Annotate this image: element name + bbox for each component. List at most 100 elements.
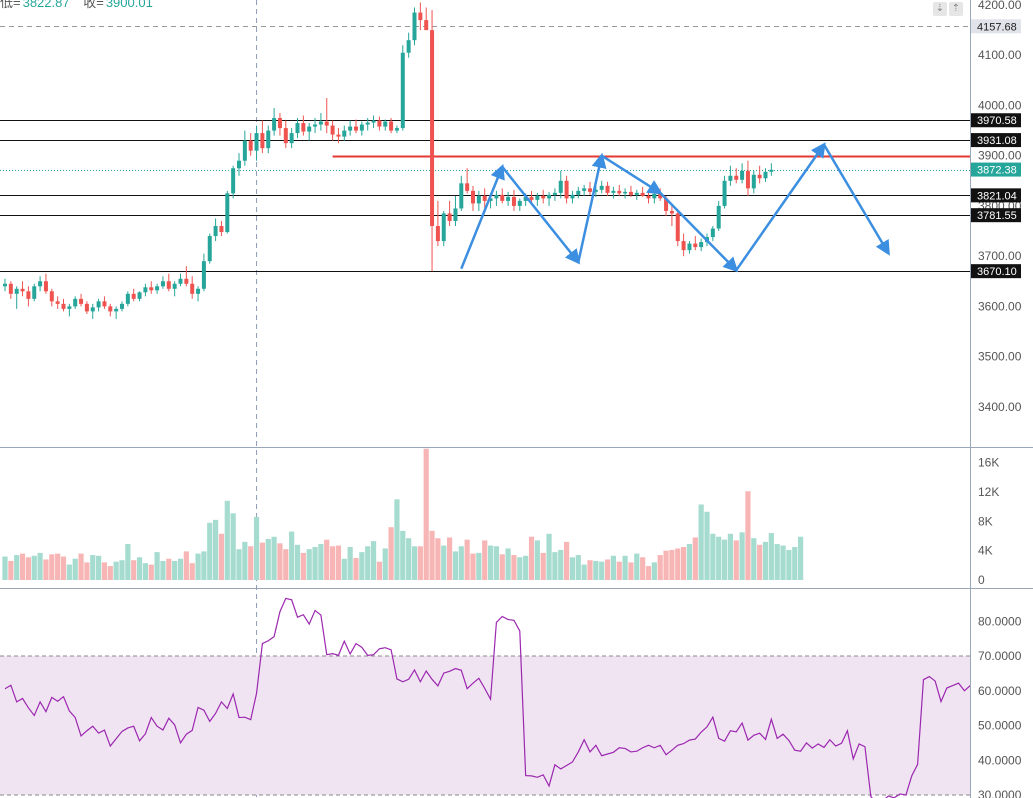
price-line-label-bg [971,113,1021,128]
candle-body [313,124,318,127]
candle [582,184,587,196]
candle-body [149,287,154,291]
trend-arrow[interactable] [735,142,826,271]
candle-body [476,195,481,204]
candle-body [32,286,37,299]
candle-body [576,190,581,195]
candle [283,120,288,149]
volume-bar [8,560,14,580]
candle-body [435,226,440,242]
candle [313,118,318,134]
candle [260,120,265,154]
candle-body [740,170,745,180]
volume-bar [575,555,581,580]
candle [301,115,306,136]
rsi-band [0,656,970,795]
candle-body [494,194,499,199]
close-icon[interactable]: ⇡ [949,2,963,16]
candle-body [219,226,224,233]
candle-body [722,180,727,206]
candle-body [190,283,195,294]
volume-tick-label: 8K [978,514,993,528]
volume-bar [669,549,675,580]
candle-body [599,185,604,190]
volume-tick-label: 16K [978,456,999,470]
candle [494,190,499,206]
candle-body [324,121,329,126]
volume-bar [142,563,148,580]
candle [453,195,458,227]
trend-arrow[interactable] [822,144,890,256]
candle [207,233,212,264]
candle [73,296,78,309]
trend-arrow[interactable] [601,154,663,195]
volume-bar [160,560,166,580]
price-tick-label: 3400.00 [978,400,1022,414]
candle-body [225,193,230,233]
candle-body [459,183,464,209]
price-tick-label: 4000.00 [978,98,1022,112]
price-line-label: 3670.10 [977,266,1017,278]
candle [120,301,124,312]
candle [418,2,423,31]
candle-body [693,243,698,248]
volume-bar [283,549,289,580]
candle [435,200,440,247]
candle [441,210,446,247]
candle [389,118,394,134]
candle-body [588,188,592,192]
candle-body [184,278,189,284]
candle [38,276,43,292]
candle [365,118,370,131]
candle-body [260,133,265,149]
price-line-label: 3781.55 [977,210,1017,222]
trend-arrow[interactable] [460,163,505,270]
candle [14,286,19,309]
candle [628,185,633,197]
volume-bar [2,556,8,580]
candle-body [108,306,113,312]
candle [242,130,247,166]
volume-bar [376,561,382,580]
candle [471,185,475,211]
candle-body [289,133,294,144]
candle [348,120,353,136]
candle-body [155,286,160,291]
ohlc-readout: 低= 3822.87 收= 3900.01 [0,0,163,11]
volume-bar [148,564,154,580]
candle-body [201,261,206,289]
candle-body [681,241,686,251]
volume-bar [294,544,301,580]
last-price-label: 3872.38 [977,165,1017,177]
candle [564,175,569,204]
candle-body [710,228,715,238]
candle-body [90,307,95,312]
volume-bar [441,545,447,580]
candle-body [763,171,768,179]
candle [184,266,189,287]
trend-arrow[interactable] [659,191,739,273]
candle-body [8,283,13,294]
candle-body [365,122,370,125]
trend-arrow[interactable] [501,165,581,265]
arrow-down-icon[interactable]: ⇣ [933,2,947,16]
volume-bar [505,548,511,580]
candle-body [377,120,382,127]
trend-arrow[interactable] [577,152,607,263]
candle [511,189,516,211]
candle-body [137,292,142,299]
candle-body [734,175,739,180]
candle-body [523,196,528,201]
candle [482,188,487,209]
volume-bar [19,553,26,580]
volume-bar [628,562,634,580]
volume-bar [66,564,72,580]
rsi-tick-label: 40.0000 [978,753,1022,767]
candle-body [412,12,417,41]
volume-bar [792,547,798,580]
candle-body [517,200,522,206]
volume-bar [634,553,640,580]
volume-bar [721,539,728,580]
volume-bar [681,547,687,580]
